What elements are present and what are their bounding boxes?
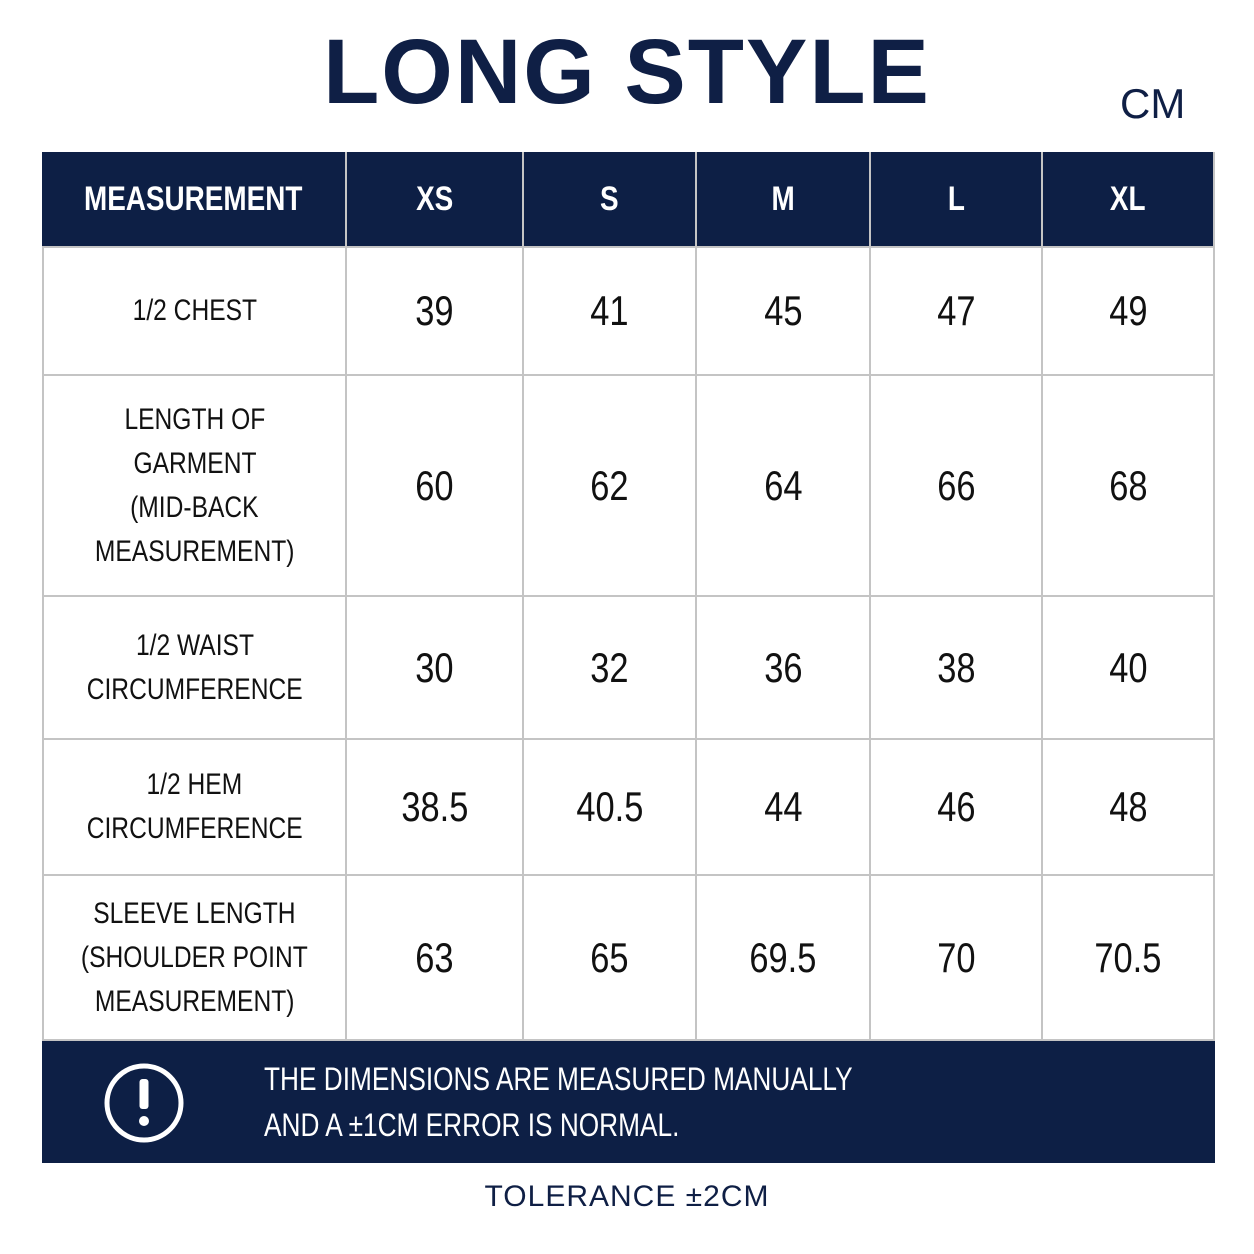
value-cell: 70.5 xyxy=(1043,876,1215,1041)
value-cell: 30 xyxy=(347,597,524,740)
header-cell: S xyxy=(524,152,697,248)
value-cell: 47 xyxy=(871,248,1043,376)
row-label: GARMENT xyxy=(133,446,256,480)
column-header: M xyxy=(771,179,795,218)
header-cell: XL xyxy=(1043,152,1215,248)
value-cell: 68 xyxy=(1043,376,1215,597)
value: 30 xyxy=(415,643,454,691)
value: 60 xyxy=(415,461,454,509)
value: 32 xyxy=(590,643,629,691)
value-cell: 49 xyxy=(1043,248,1215,376)
value: 70 xyxy=(936,933,976,981)
value: 48 xyxy=(1108,783,1148,830)
column-header: MEASUREMENT xyxy=(84,179,303,218)
header-cell: MEASUREMENT xyxy=(42,152,347,248)
value: 69.5 xyxy=(749,933,817,981)
row-label: MEASUREMENT) xyxy=(94,534,295,568)
notice-line: THE DIMENSIONS ARE MEASURED MANUALLY xyxy=(264,1061,853,1097)
value-cell: 64 xyxy=(697,376,871,597)
value: 64 xyxy=(763,461,803,509)
value: 36 xyxy=(763,643,803,691)
value-cell: 39 xyxy=(347,248,524,376)
value: 45 xyxy=(763,287,803,334)
value-cell: 40 xyxy=(1043,597,1215,740)
value-cell: 32 xyxy=(524,597,697,740)
value-cell: 46 xyxy=(871,740,1043,876)
value: 70.5 xyxy=(1094,933,1162,981)
row-label: CIRCUMFERENCE xyxy=(86,812,303,845)
tolerance: TOLERANCE ±2CM xyxy=(484,1180,770,1213)
value-cell: 36 xyxy=(697,597,871,740)
header-cell: L xyxy=(871,152,1043,248)
column-header: L xyxy=(947,179,965,218)
value-cell: 60 xyxy=(347,376,524,597)
value-cell: 70 xyxy=(871,876,1043,1041)
value: 40 xyxy=(1108,643,1148,691)
value: 46 xyxy=(936,783,976,830)
value-cell: 38 xyxy=(871,597,1043,740)
row-label-cell: LENGTH OF GARMENT (MID-BACK MEASUREMENT) xyxy=(42,376,347,597)
row-label-cell: 1/2 WAIST CIRCUMFERENCE xyxy=(42,597,347,740)
value: 44 xyxy=(763,783,803,830)
row-label-cell: 1/2 HEM CIRCUMFERENCE xyxy=(42,740,347,876)
title: LONG STYLE xyxy=(323,21,931,123)
value: 40.5 xyxy=(575,783,644,830)
value: 39 xyxy=(415,287,454,334)
unit: CM xyxy=(1120,80,1186,127)
value-cell: 62 xyxy=(524,376,697,597)
row-label: MEASUREMENT) xyxy=(94,984,295,1018)
value-cell: 44 xyxy=(697,740,871,876)
value: 47 xyxy=(936,287,976,334)
value: 49 xyxy=(1108,287,1148,334)
row-label-cell: 1/2 CHEST xyxy=(42,248,347,376)
value: 62 xyxy=(590,461,629,509)
header-cell: M xyxy=(697,152,871,248)
column-header: XS xyxy=(415,179,454,218)
value-cell: 69.5 xyxy=(697,876,871,1041)
notice-text: AND A ±1CM ERROR IS NORMAL. xyxy=(264,1107,771,1144)
value: 65 xyxy=(590,933,629,981)
row-label: LENGTH OF xyxy=(124,402,265,436)
value: 38 xyxy=(936,643,976,691)
value-cell: 63 xyxy=(347,876,524,1041)
value: 66 xyxy=(936,461,976,509)
header-cell: XS xyxy=(347,152,524,248)
row-label: SLEEVE LENGTH xyxy=(93,896,296,930)
value: 68 xyxy=(1108,461,1148,509)
row-label: 1/2 CHEST xyxy=(132,294,257,327)
row-label: (MID-BACK xyxy=(130,490,259,524)
warning-icon xyxy=(104,1063,184,1143)
value-cell: 66 xyxy=(871,376,1043,597)
value-cell: 40.5 xyxy=(524,740,697,876)
value: 41 xyxy=(590,287,629,334)
value: 38.5 xyxy=(400,783,469,830)
row-label: CIRCUMFERENCE xyxy=(86,672,303,706)
row-label: 1/2 WAIST xyxy=(135,628,254,662)
notice-text: THE DIMENSIONS ARE MEASURED MANUALLY xyxy=(264,1061,982,1098)
value-cell: 38.5 xyxy=(347,740,524,876)
column-header: S xyxy=(600,179,619,218)
value-cell: 65 xyxy=(524,876,697,1041)
value-cell: 45 xyxy=(697,248,871,376)
row-label: 1/2 HEM xyxy=(146,768,243,801)
value-cell: 41 xyxy=(524,248,697,376)
row-label-cell: SLEEVE LENGTH (SHOULDER POINT MEASUREMENT) xyxy=(42,876,347,1041)
row-label: (SHOULDER POINT xyxy=(81,940,308,974)
notice-banner: THE DIMENSIONS ARE MEASURED MANUALLY AND… xyxy=(42,1041,1215,1163)
notice-line: AND A ±1CM ERROR IS NORMAL. xyxy=(264,1107,680,1143)
value: 63 xyxy=(415,933,454,981)
column-header: XL xyxy=(1110,179,1146,218)
value-cell: 48 xyxy=(1043,740,1215,876)
